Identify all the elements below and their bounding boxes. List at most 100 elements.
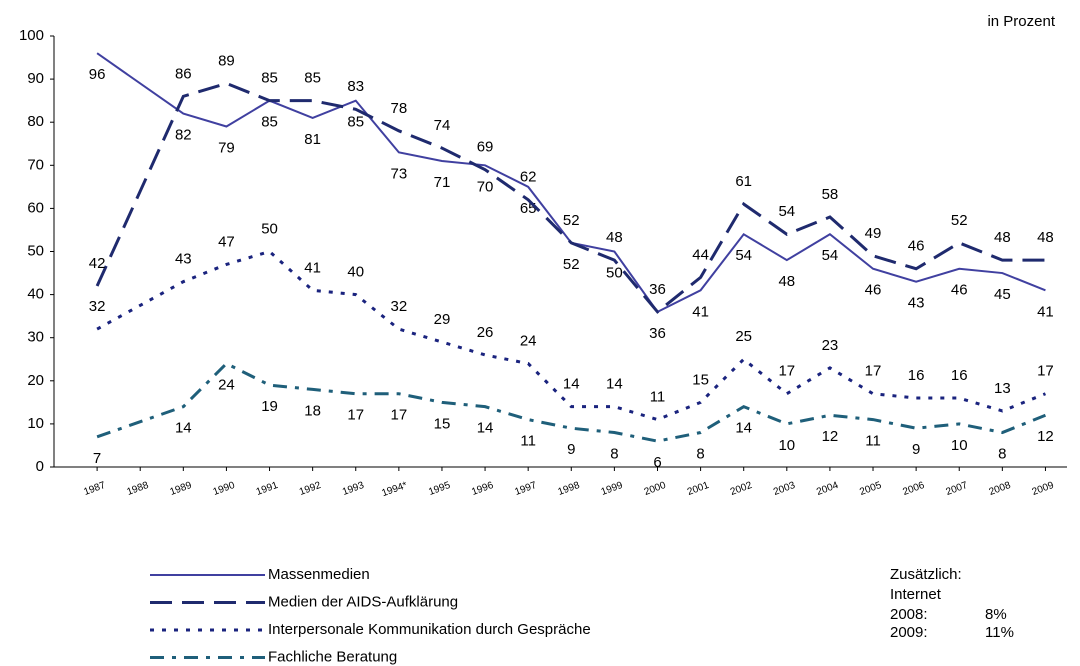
note: 8% (985, 606, 1007, 623)
x-tick-label: 2007 (944, 480, 969, 498)
data-label: 54 (778, 203, 795, 220)
data-label: 70 (477, 178, 494, 195)
y-tick-label: 80 (27, 113, 44, 130)
data-label: 43 (908, 295, 925, 312)
data-label: 96 (89, 66, 106, 83)
y-tick-label: 30 (27, 329, 44, 346)
data-label: 52 (951, 212, 968, 229)
data-label: 83 (347, 78, 364, 95)
data-label: 85 (261, 70, 278, 87)
data-label: 42 (89, 255, 106, 272)
x-tick-label: 1996 (470, 480, 495, 498)
data-label: 43 (175, 251, 192, 268)
data-label: 41 (304, 259, 321, 276)
y-tick-label: 50 (27, 242, 44, 259)
data-label: 29 (434, 311, 451, 328)
x-tick-label: 1992 (298, 480, 323, 498)
data-label: 14 (735, 420, 752, 437)
data-label: 17 (865, 363, 882, 380)
data-label: 78 (391, 100, 408, 117)
data-label: 14 (477, 420, 494, 437)
data-label: 12 (822, 428, 839, 445)
y-tick-label: 100 (19, 27, 44, 44)
x-tick-label: 1999 (600, 480, 625, 498)
data-label: 17 (391, 407, 408, 424)
data-label: 9 (567, 441, 575, 458)
data-label: 40 (347, 264, 364, 281)
x-tick-label: 1995 (427, 480, 452, 498)
data-label: 16 (908, 367, 925, 384)
data-label: 61 (735, 173, 752, 190)
data-label: 50 (261, 220, 278, 237)
data-label: 74 (434, 117, 451, 134)
data-label: 73 (391, 165, 408, 182)
legend-label: Fachliche Beratung (268, 648, 397, 665)
data-label: 41 (1037, 303, 1054, 320)
data-label: 65 (520, 200, 537, 217)
data-label: 85 (347, 114, 364, 131)
data-label: 89 (218, 52, 235, 69)
data-label: 81 (304, 131, 321, 148)
data-label: 86 (175, 65, 192, 82)
data-label: 52 (563, 256, 580, 273)
data-label: 71 (434, 174, 451, 191)
data-label: 8 (610, 445, 618, 462)
x-tick-label: 1987 (82, 480, 107, 498)
legend-label: Massenmedien (268, 566, 370, 583)
legend-label: Medien der AIDS-Aufklärung (268, 593, 458, 610)
y-tick-label: 60 (27, 199, 44, 216)
data-label: 23 (822, 337, 839, 354)
x-tick-label: 1997 (513, 480, 538, 498)
data-label: 48 (994, 229, 1011, 246)
data-label: 58 (822, 186, 839, 203)
note: 2008: (890, 606, 928, 623)
data-label: 25 (735, 328, 752, 345)
data-label: 48 (606, 229, 623, 246)
data-label: 54 (822, 247, 839, 264)
x-tick-label: 2006 (901, 480, 926, 498)
data-label: 11 (650, 389, 666, 406)
x-tick-label: 2003 (772, 480, 797, 498)
legend-label: Interpersonale Kommunikation durch Gespr… (268, 621, 591, 638)
data-label: 15 (692, 371, 709, 388)
x-tick-label: 1998 (557, 480, 582, 498)
y-tick-label: 20 (27, 372, 44, 389)
data-label: 32 (89, 298, 106, 315)
data-label: 15 (434, 415, 451, 432)
x-tick-label: 1994* (380, 480, 408, 499)
data-label: 47 (218, 233, 235, 250)
data-label: 17 (347, 407, 364, 424)
x-tick-label: 2002 (729, 480, 754, 498)
series-line (96, 52, 1046, 314)
series-line (95, 81, 1046, 314)
data-label: 19 (261, 398, 278, 415)
data-label: 46 (951, 282, 968, 299)
unit-label: in Prozent (987, 13, 1055, 30)
note: Zusätzlich: (890, 566, 962, 583)
x-tick-label: 1993 (341, 480, 366, 498)
note: Internet (890, 586, 942, 603)
note: 11% (985, 624, 1014, 641)
x-tick-label: 1990 (212, 480, 237, 498)
data-label: 17 (1037, 363, 1054, 380)
data-label: 16 (951, 367, 968, 384)
x-tick-label: 2004 (815, 480, 840, 498)
data-label: 48 (778, 273, 795, 290)
data-label: 11 (520, 433, 536, 450)
data-label: 32 (391, 298, 408, 315)
data-label: 10 (778, 437, 795, 454)
data-label: 41 (692, 303, 709, 320)
data-label: 11 (865, 433, 881, 450)
data-label: 54 (735, 247, 752, 264)
data-label: 14 (563, 376, 580, 393)
data-label: 36 (649, 281, 666, 298)
data-label: 8 (998, 445, 1006, 462)
y-tick-label: 0 (36, 458, 44, 475)
x-tick-label: 1991 (255, 480, 280, 498)
data-label: 44 (692, 246, 709, 263)
note: 2009: (890, 624, 928, 641)
data-label: 50 (606, 264, 623, 281)
data-label: 8 (696, 445, 704, 462)
x-tick-label: 1989 (169, 480, 194, 498)
data-label: 46 (908, 238, 925, 255)
